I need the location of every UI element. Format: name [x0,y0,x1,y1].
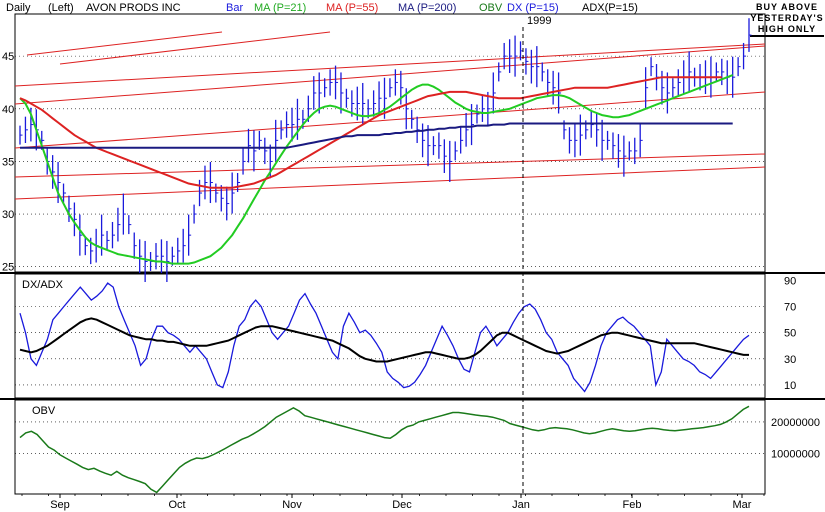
ma21-line [19,74,734,265]
price-y-tick-label: 45 [2,51,14,63]
price-y-tick-label: 40 [2,104,14,116]
price-y-tick-label: 25 [2,262,14,274]
ma55-line [19,76,722,189]
header-bar-label: Bar [226,2,243,14]
header-ma21-label: MA (P=21) [254,2,306,14]
obv-line [19,405,750,494]
header-ticker: AVON PRODS INC [86,2,181,14]
x-axis-month-label: Oct [168,499,185,511]
header-obv-label: OBV [479,2,503,14]
trend-line [26,31,223,56]
x-axis-month-label: Sep [50,499,70,511]
dx-y-tick-label: 30 [784,354,796,366]
obv-panel-title: OBV [32,405,56,417]
header-dx-label: DX (P=15) [507,2,559,14]
x-axis-month-label: Jan [512,499,530,511]
trend-line [59,31,331,65]
trend-line [14,91,766,149]
obv-panel-frame [14,399,766,495]
header-adx-label: ADX(P=15) [582,2,638,14]
x-axis-month-label: Nov [282,499,302,511]
dx-y-tick-label: 70 [784,302,796,314]
dx-y-tick-label: 90 [784,276,796,288]
note-line-1: BUY ABOVE [756,2,818,12]
header-period: Daily [6,2,31,14]
x-axis-month-label: Feb [623,499,642,511]
ma200-line [20,122,733,149]
note-line-3: HIGH ONLY [758,24,816,34]
price-y-tick-label: 35 [2,156,14,168]
x-axis-month-label: Dec [392,499,412,511]
trend-line [14,153,766,178]
header-axis-side: (Left) [48,2,74,14]
obv-y-tick-label: 20000000 [771,417,820,429]
trend-line [14,43,766,87]
trend-line [14,45,766,105]
note-line-2: YESTERDAY'S [750,13,823,23]
header-ma200-label: MA (P=200) [398,2,456,14]
trend-line [14,166,766,200]
price-panel-frame [14,13,766,273]
dx-panel-frame [14,273,766,399]
adx-line [19,317,749,363]
header-ma55-label: MA (P=55) [326,2,378,14]
header-year-marker: 1999 [527,15,551,27]
x-axis-month-label: Mar [733,499,752,511]
price-y-tick-label: 30 [2,209,14,221]
dx-panel-title: DX/ADX [22,279,64,291]
dx-y-tick-label: 50 [784,328,796,340]
obv-y-tick-label: 10000000 [771,448,820,460]
dx-y-tick-label: 10 [784,380,796,392]
